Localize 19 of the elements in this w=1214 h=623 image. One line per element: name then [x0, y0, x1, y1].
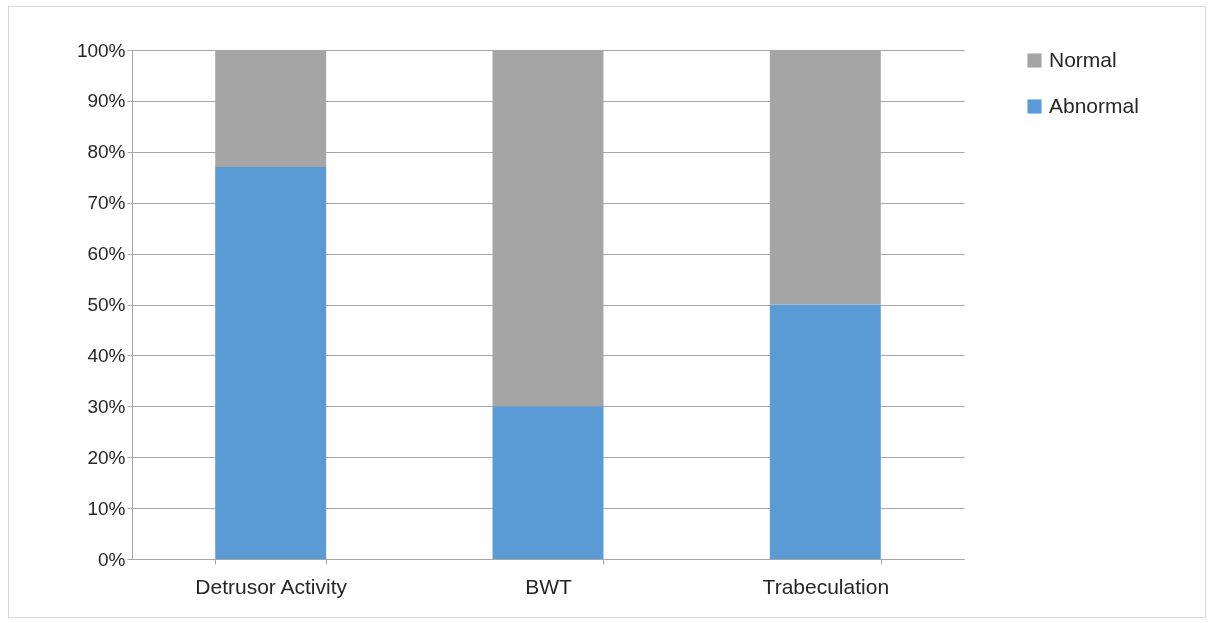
x-tick-label: Detrusor Activity	[195, 574, 348, 598]
y-tick-label: 100%	[76, 39, 126, 61]
y-tick-label: 50%	[87, 294, 126, 315]
y-tick-label: 10%	[87, 497, 126, 519]
x-tick-label: BWT	[525, 574, 572, 598]
y-tick-label: 60%	[87, 243, 126, 265]
y-tick-label: 80%	[87, 141, 126, 163]
y-tick-label: 70%	[87, 192, 126, 214]
bar	[769, 304, 881, 559]
y-tick-label: 20%	[87, 446, 126, 468]
x-tick-label: Trabeculation	[762, 574, 890, 598]
legend-label: Abnormal	[1049, 93, 1139, 117]
y-tick-label: 40%	[87, 344, 126, 366]
bar	[492, 406, 604, 559]
bar	[215, 167, 327, 559]
y-tick-label: 90%	[87, 90, 126, 112]
y-tick-label: 0%	[98, 548, 126, 570]
y-tick-label: 30%	[87, 395, 126, 417]
legend-label: Normal	[1049, 47, 1117, 71]
